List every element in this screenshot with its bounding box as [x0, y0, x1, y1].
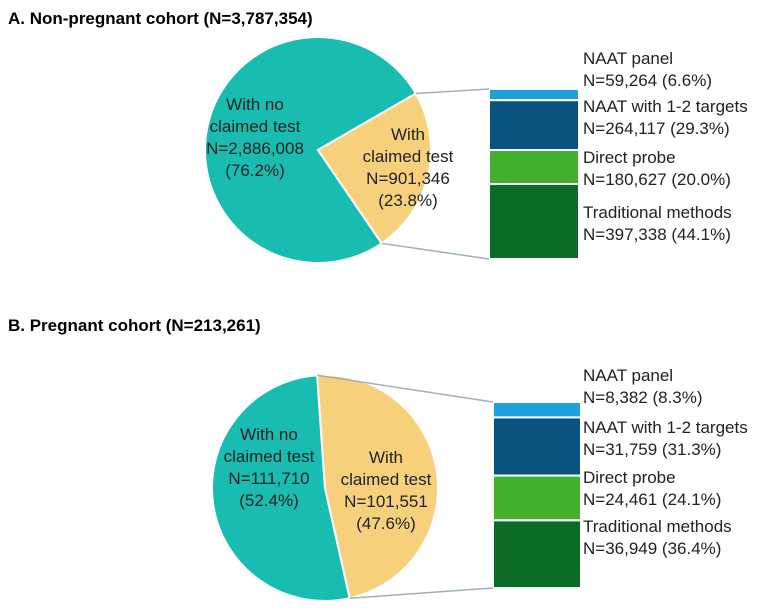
slice-label-line: claimed test — [224, 447, 315, 466]
slice-label-claimed-test: With claimed test N=101,551 (47.6%) — [341, 448, 432, 533]
pie-slice-claimed-test — [316, 92, 432, 245]
slice-label-line: claimed test — [363, 147, 454, 166]
segment-value: N=36,949 (36.4%) — [583, 539, 721, 558]
slice-label-line: N=101,551 — [344, 492, 428, 511]
connector-line-bottom — [381, 242, 490, 260]
slice-label-line: With no — [240, 425, 298, 444]
slice-label-line: (47.6%) — [356, 514, 416, 533]
pie-slice-claimed-test — [316, 374, 439, 600]
slice-label-claimed-test: With claimed test N=901,346 (23.8%) — [363, 125, 454, 210]
slice-label-line: (52.4%) — [239, 491, 299, 510]
slice-label-line: claimed test — [210, 117, 301, 136]
slice-label-no-claimed-test: With no claimed test N=111,710 (52.4%) — [224, 425, 315, 510]
segment-value: N=397,338 (44.1%) — [583, 225, 731, 244]
slice-label-line: claimed test — [341, 470, 432, 489]
segment-value: N=24,461 (24.1%) — [583, 490, 721, 509]
pie-slice-no-claimed-test — [211, 374, 351, 602]
connector-line-top — [415, 88, 490, 95]
pie-slice-no-claimed-test — [204, 36, 418, 264]
connector-line-top — [317, 374, 494, 403]
segment-name: NAAT with 1-2 targets — [583, 418, 748, 437]
bar-segment-naat-panel — [488, 88, 580, 102]
segment-name: Direct probe — [583, 148, 676, 167]
bar-segment-naat-panel — [492, 401, 582, 419]
panel-title: B. Pregnant cohort (N=213,261) — [8, 316, 261, 335]
connector-line-bottom — [349, 587, 494, 600]
slice-label-line: N=111,710 — [228, 469, 309, 488]
bar-segment-traditional-methods — [492, 519, 582, 590]
panel-pregnant: B. Pregnant cohort (N=213,261) With no cla… — [8, 316, 748, 602]
bar-segment-naat-with-1-2-targets — [488, 99, 580, 152]
slice-label-line: (76.2%) — [225, 161, 285, 180]
panel-title: A. Non-pregnant cohort (N=3,787,354) — [8, 9, 313, 28]
bar-segment-direct-probe — [488, 149, 580, 186]
segment-value: N=31,759 (31.3%) — [583, 440, 721, 459]
segment-value: N=59,264 (6.6%) — [583, 71, 712, 90]
segment-name: NAAT panel — [583, 366, 673, 385]
segment-name: Direct probe — [583, 468, 676, 487]
segment-name: Traditional methods — [583, 517, 732, 536]
segment-value: N=180,627 (20.0%) — [583, 170, 731, 189]
slice-label-line: With — [369, 448, 403, 467]
bar-segment-direct-probe — [492, 474, 582, 522]
segment-name: NAAT panel — [583, 49, 673, 68]
panel-non-pregnant: A. Non-pregnant cohort (N=3,787,354) With… — [8, 9, 748, 264]
slice-label-no-claimed-test: With no claimed test N=2,886,008 (76.2%) — [206, 95, 304, 180]
segment-value: N=264,117 (29.3%) — [583, 119, 730, 138]
slice-label-line: N=901,346 — [366, 169, 450, 188]
bar-segment-traditional-methods — [488, 183, 580, 260]
slice-label-line: N=2,886,008 — [206, 139, 304, 158]
slice-label-line: (23.8%) — [378, 191, 438, 210]
segment-name: NAAT with 1-2 targets — [583, 97, 748, 116]
segment-name: Traditional methods — [583, 203, 732, 222]
segment-value: N=8,382 (8.3%) — [583, 388, 703, 407]
slice-label-line: With — [391, 125, 425, 144]
bar-segment-naat-with-1-2-targets — [492, 416, 582, 477]
slice-label-line: With no — [226, 95, 284, 114]
